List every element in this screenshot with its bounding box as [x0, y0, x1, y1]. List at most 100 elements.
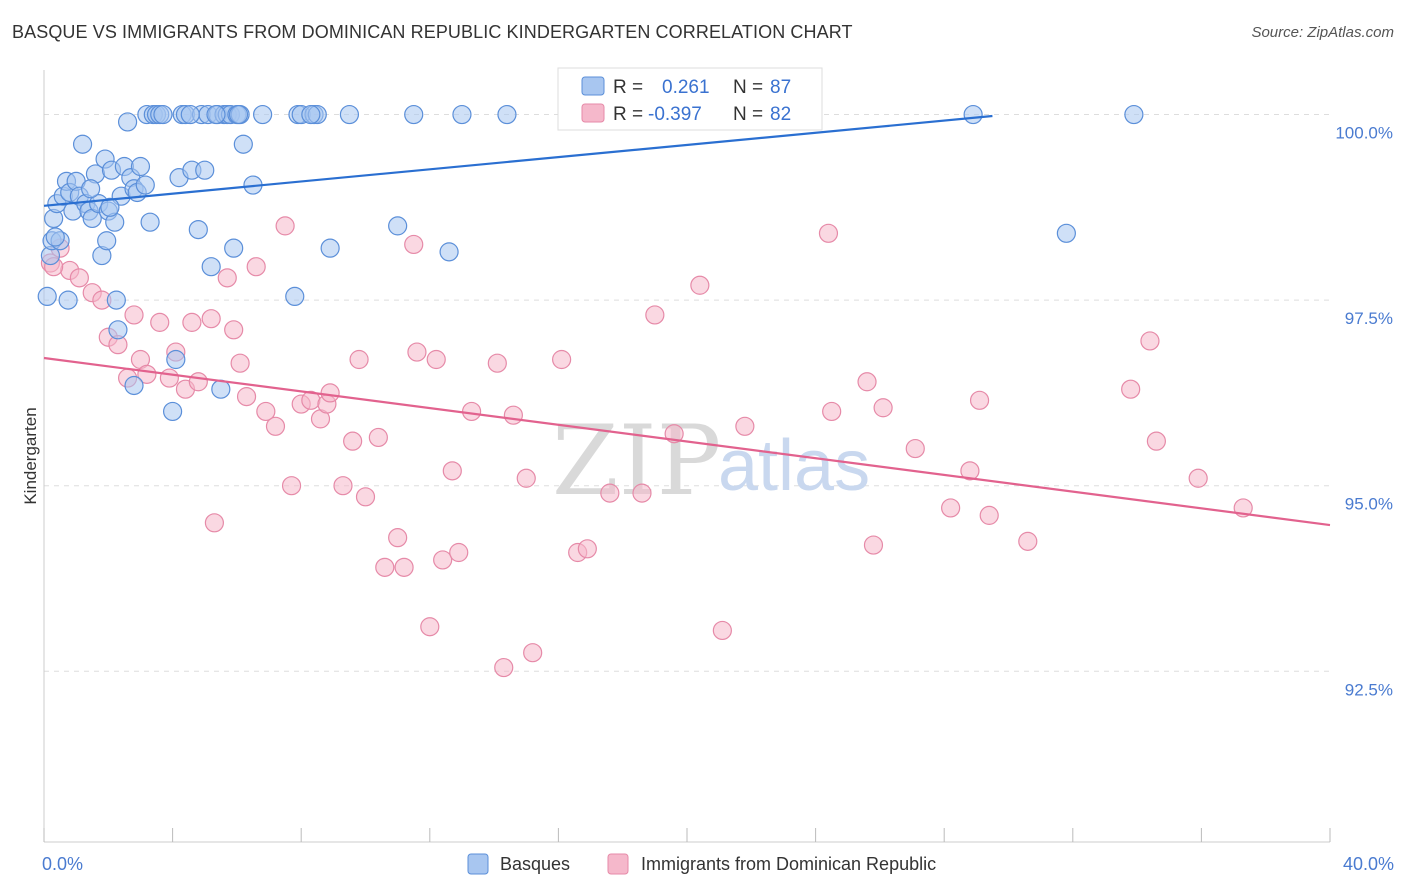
point-dominican	[333, 476, 353, 496]
point-dominican	[420, 617, 440, 637]
point-basques	[285, 286, 305, 307]
point-basques	[58, 290, 78, 310]
point-basques	[100, 197, 120, 217]
legend-bottom: Basques Immigrants from Dominican Republ…	[467, 853, 936, 875]
point-dominican	[979, 505, 999, 525]
point-basques	[45, 227, 65, 247]
point-dominican	[818, 223, 839, 243]
point-dominican	[516, 468, 536, 488]
chart-title: BASQUE VS IMMIGRANTS FROM DOMINICAN REPU…	[12, 22, 853, 42]
legend-swatch-basques	[581, 76, 605, 96]
point-dominican	[375, 557, 395, 577]
point-basques	[963, 104, 983, 125]
point-dominican	[645, 305, 665, 325]
point-dominican	[822, 401, 842, 422]
point-dominican	[494, 657, 514, 678]
trend-line-basques	[43, 114, 993, 207]
point-dominican	[275, 216, 295, 236]
y-axis-label: Kindergarten	[21, 407, 40, 504]
y-tick-label: 100.0%	[1335, 124, 1393, 143]
point-basques	[195, 160, 215, 180]
legend-bottom-swatch-basques	[467, 853, 489, 875]
point-basques	[135, 175, 155, 195]
point-dominican	[69, 268, 89, 288]
legend-r-label: R =	[613, 77, 643, 98]
point-dominican	[320, 383, 340, 403]
point-basques	[81, 179, 101, 199]
point-dominican	[863, 535, 884, 555]
point-dominican	[246, 257, 266, 277]
y-tick-label: 92.5%	[1345, 680, 1393, 699]
point-basques	[233, 134, 253, 154]
point-basques	[97, 231, 117, 251]
point-dominican	[281, 476, 302, 496]
point-basques	[140, 212, 160, 232]
point-dominican	[159, 368, 179, 388]
point-dominican	[256, 401, 276, 422]
point-dominican	[873, 398, 893, 418]
point-dominican	[577, 539, 597, 559]
axes: 100.0% 97.5% 95.0% 92.5% 0.0% 40.0%	[42, 70, 1394, 874]
point-dominican	[343, 431, 363, 451]
point-dominican	[487, 353, 507, 373]
y-tick-label: 95.0%	[1345, 495, 1393, 514]
legend-n-label: N =	[733, 104, 763, 125]
point-basques	[124, 375, 144, 396]
point-dominican	[552, 349, 572, 370]
point-basques	[188, 219, 208, 240]
point-basques	[224, 238, 244, 258]
point-dominican	[150, 312, 170, 332]
point-dominican	[265, 416, 286, 436]
point-dominican	[690, 275, 710, 295]
point-dominican	[449, 542, 469, 563]
x-tick-label: 40.0%	[1343, 854, 1394, 874]
point-dominican	[461, 401, 482, 422]
point-dominican	[503, 405, 523, 425]
point-dominican	[735, 416, 755, 436]
trend-lines	[43, 114, 1331, 527]
legend-n-value: 87	[770, 77, 791, 98]
point-basques	[72, 134, 93, 154]
point-dominican	[355, 487, 376, 507]
legend-bottom-swatch-dominican	[607, 853, 629, 875]
legend-n-label: N =	[733, 77, 763, 98]
legend-top: R = 0.261 N = 87 R = -0.397 N = 82	[557, 67, 823, 131]
point-dominican	[712, 620, 732, 641]
point-basques	[163, 401, 183, 422]
point-dominican	[404, 234, 424, 255]
legend-bottom-label-basques: Basques	[500, 854, 570, 874]
point-dominican	[433, 550, 453, 570]
legend-r-value: 0.261	[662, 77, 710, 98]
point-dominican	[1018, 531, 1038, 551]
point-dominican	[632, 483, 652, 503]
point-basques	[452, 104, 472, 125]
point-basques	[339, 104, 360, 125]
point-basques	[130, 156, 151, 177]
point-dominican	[442, 461, 462, 481]
point-dominican	[407, 342, 427, 362]
point-dominican	[230, 353, 250, 373]
legend-n-value: 82	[770, 104, 791, 125]
point-dominican	[1188, 468, 1208, 488]
legend-r-label: R =	[613, 104, 643, 125]
point-dominican	[1146, 431, 1166, 451]
point-basques	[180, 104, 200, 125]
y-tick-label: 97.5%	[1345, 309, 1393, 328]
source-credit: Source: ZipAtlas.com	[1251, 24, 1394, 41]
point-basques	[108, 320, 128, 340]
point-basques	[1056, 223, 1076, 243]
point-dominican	[600, 483, 620, 503]
point-basques	[228, 104, 249, 125]
point-dominican	[388, 528, 408, 548]
point-dominican	[217, 268, 237, 288]
legend-r-value: -0.397	[648, 104, 702, 125]
point-basques	[201, 257, 221, 277]
series-basques-points	[37, 104, 1144, 422]
point-basques	[301, 104, 321, 125]
point-basques	[117, 112, 138, 132]
x-tick-label: 0.0%	[42, 854, 83, 874]
point-basques	[497, 104, 517, 125]
trend-line-dominican	[43, 356, 1331, 527]
point-basques	[439, 242, 459, 262]
